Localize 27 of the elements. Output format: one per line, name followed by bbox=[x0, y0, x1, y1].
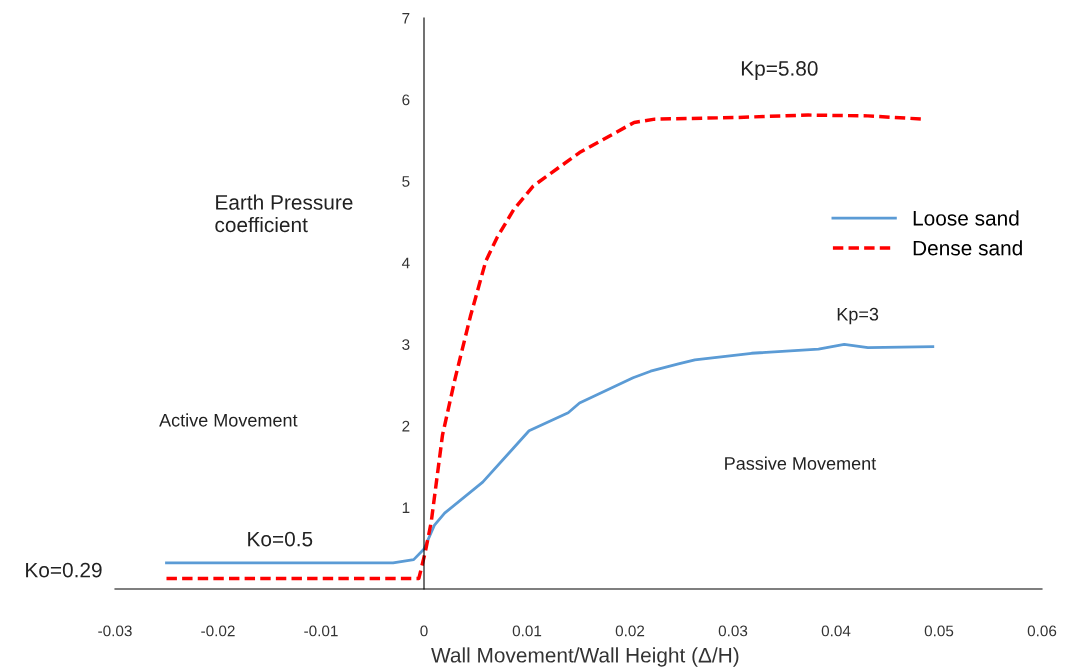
legend-label: Loose sand bbox=[913, 210, 1019, 226]
annotation: Ko=0.5 bbox=[248, 531, 313, 547]
x-tick-label: 0.05 bbox=[924, 625, 954, 637]
y-tick-label: 2 bbox=[402, 420, 410, 432]
y-tick-label: 6 bbox=[402, 94, 410, 106]
text: Ko=0.29 bbox=[26, 562, 102, 578]
x-tick-label: 0.03 bbox=[718, 625, 748, 637]
y-tick-label: 7 bbox=[402, 13, 410, 24]
legend-label: Dense sand bbox=[913, 240, 1022, 256]
x-tick-label: -0.01 bbox=[304, 625, 338, 637]
x-tick-label: 0.06 bbox=[1027, 625, 1057, 637]
annotation: Kp=3 bbox=[837, 307, 879, 325]
x-axis-title: Wall Movement/Wall Height (Δ/H) bbox=[431, 647, 739, 667]
x-tick-label: -0.03 bbox=[98, 625, 132, 637]
annotation: Active Movement bbox=[159, 413, 298, 427]
x-tick-label: -0.02 bbox=[201, 625, 235, 637]
y-axis-title: Earth Pressure coefficient bbox=[215, 194, 353, 233]
annotation: Kp=5.80 bbox=[741, 61, 818, 80]
y-tick-label: 4 bbox=[401, 257, 410, 269]
y-tick-label: 5 bbox=[402, 176, 410, 187]
x-tick-label: 0 bbox=[420, 625, 428, 637]
x-tick-label: 0.04 bbox=[821, 625, 851, 637]
y-tick-label: 1 bbox=[402, 502, 410, 513]
x-tick-label: 0.02 bbox=[615, 625, 645, 637]
y-tick-label: 3 bbox=[402, 339, 410, 350]
annotation: Passive Movement bbox=[725, 456, 877, 470]
x-tick-label: 0.01 bbox=[512, 625, 542, 637]
